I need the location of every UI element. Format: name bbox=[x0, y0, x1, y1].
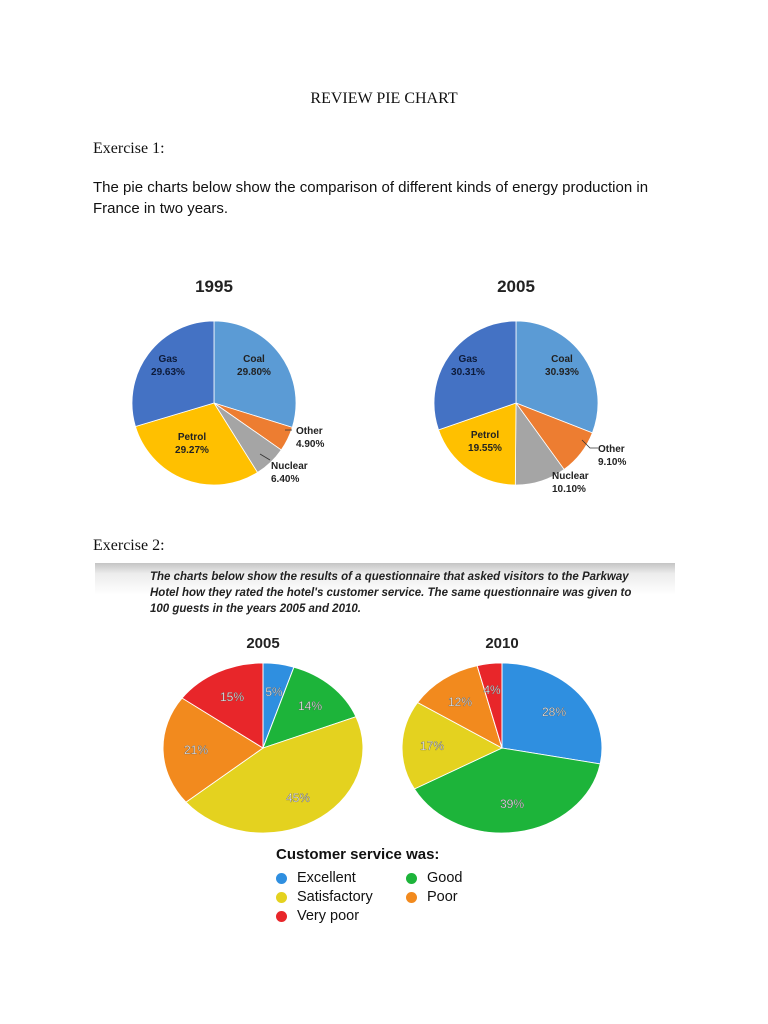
pie-slice-gas bbox=[131, 320, 215, 428]
slice-label-poor: 21% bbox=[184, 743, 208, 757]
pie-group bbox=[401, 662, 603, 834]
slice-label-nuclear: Nuclear 10.10% bbox=[552, 471, 589, 495]
pie-slice-petrol bbox=[134, 402, 259, 486]
slice-label-poor: 12% bbox=[448, 695, 472, 709]
legend-item-poor: Poor bbox=[406, 888, 516, 906]
legend-swatch bbox=[276, 872, 287, 884]
legend-label: Excellent bbox=[297, 870, 356, 886]
legend: Customer service was: Excellent Good Sat… bbox=[276, 846, 556, 925]
pie-chart-service-2005: 2005 5% 14% 45% 21% 15% bbox=[162, 635, 364, 834]
slice-label-other: Other 4.90% bbox=[296, 426, 324, 450]
chart-title: 2010 bbox=[485, 635, 518, 652]
legend-label: Poor bbox=[427, 889, 458, 905]
exercise-1-heading: Exercise 1: bbox=[93, 140, 165, 157]
exercise-1-intro: The pie charts below show the comparison… bbox=[93, 179, 649, 217]
legend-swatch bbox=[276, 891, 287, 903]
slice-label-very-poor: 15% bbox=[220, 690, 244, 704]
pie-slice-very-poor bbox=[181, 662, 264, 749]
slice-label-gas: Gas 29.63% bbox=[151, 354, 185, 378]
slice-label-nuclear: Nuclear 6.40% bbox=[271, 461, 308, 485]
pie-group bbox=[162, 662, 364, 834]
pie-chart-2005: 2005 Coal 30.93% Other 9.10% Nuclear 10.10% Pet… bbox=[433, 277, 626, 495]
exercise-2-heading: Exercise 2: bbox=[93, 537, 165, 554]
pie-slice-poor bbox=[416, 665, 503, 749]
legend-swatch bbox=[276, 910, 287, 922]
chart-title: 2005 bbox=[497, 277, 535, 296]
legend-item-very-poor: Very poor bbox=[276, 907, 406, 925]
exercise-2-banner: The charts below show the results of a q… bbox=[95, 563, 675, 621]
pie-slice-excellent bbox=[501, 662, 603, 765]
slice-label-coal: Coal 30.93% bbox=[545, 354, 579, 378]
pie-slice-gas bbox=[433, 320, 517, 431]
pie-slice-good bbox=[413, 747, 601, 834]
legend-label: Satisfactory bbox=[297, 889, 373, 905]
pie-slice-satisfactory bbox=[185, 716, 364, 834]
slice-label-petrol: Petrol 29.27% bbox=[175, 432, 209, 456]
leader-line bbox=[581, 439, 598, 449]
slice-label-excellent: 28% bbox=[542, 705, 566, 719]
legend-label: Very poor bbox=[297, 908, 360, 924]
legend-item-excellent: Excellent bbox=[276, 869, 406, 887]
pie-slice-good bbox=[262, 666, 357, 749]
pie-slice-coal bbox=[515, 320, 599, 434]
slice-label-gas: Gas 30.31% bbox=[451, 354, 485, 378]
pie-group bbox=[131, 320, 297, 486]
exercise-2-description: The charts below show the results of a q… bbox=[150, 571, 632, 615]
slice-label-other: Other 9.10% bbox=[598, 444, 626, 468]
legend-swatch bbox=[406, 891, 417, 903]
legend-title: Customer service was: bbox=[276, 846, 440, 863]
slice-label-excellent: 5% bbox=[265, 685, 283, 699]
pie-slice-coal bbox=[213, 320, 297, 428]
slice-label-satisfactory: 45% bbox=[286, 791, 310, 805]
chart-title: 1995 bbox=[195, 277, 233, 296]
pie-chart-1995: 1995 Coal 29.80% Other 4.90% Nuclear 6.40% Petr… bbox=[131, 277, 324, 486]
slice-label-good: 14% bbox=[298, 699, 322, 713]
pie-chart-service-2010: 2010 28% 39% 17% 12% 4% bbox=[401, 635, 603, 834]
pie-slice-satisfactory bbox=[401, 701, 503, 790]
leader-line bbox=[259, 453, 271, 461]
slice-label-good: 39% bbox=[500, 797, 524, 811]
legend-swatch bbox=[406, 872, 417, 884]
slice-label-coal: Coal 29.80% bbox=[237, 354, 271, 378]
pie-slice-very-poor bbox=[476, 662, 503, 749]
page-title: REVIEW PIE CHART bbox=[310, 90, 458, 107]
legend-item-satisfactory: Satisfactory bbox=[276, 888, 406, 906]
slice-label-very-poor: 4% bbox=[483, 683, 501, 697]
pie-slice-poor bbox=[162, 697, 264, 803]
slice-label-satisfactory: 17% bbox=[420, 739, 444, 753]
slice-label-petrol: Petrol 19.55% bbox=[468, 430, 502, 454]
pie-group bbox=[433, 320, 599, 486]
legend-label: Good bbox=[427, 870, 463, 886]
chart-title: 2005 bbox=[246, 635, 279, 652]
legend-item-good: Good bbox=[406, 869, 516, 887]
legend-grid: Excellent Good Satisfactory Poor Very po… bbox=[276, 869, 556, 925]
